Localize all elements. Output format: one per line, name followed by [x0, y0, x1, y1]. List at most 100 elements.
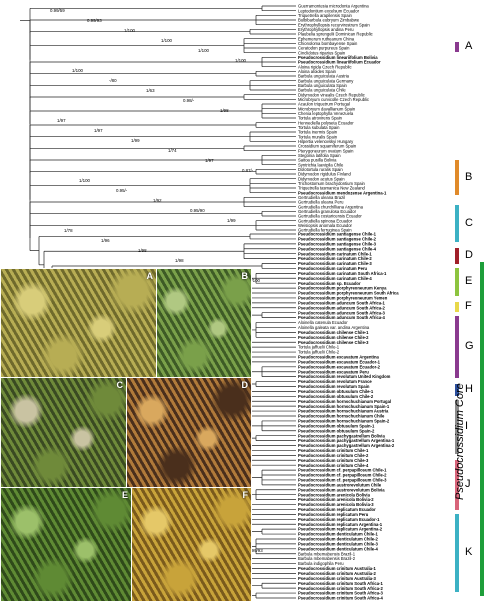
support-value: 1/74 [168, 148, 177, 153]
tip-label: Pseudocrossidium revolutum United Kingdo… [298, 374, 391, 379]
tip-label: Pseudocrossidium crinitum Australia-1 [298, 566, 376, 571]
tip-label: Pseudocrossidium obtusulum Spain-2 [298, 428, 375, 433]
tip-label: Weisiopsis anomala Ecuador [298, 223, 353, 228]
tip-label: Pseudocrossidium crinitum South Africa-1 [298, 581, 383, 586]
clade-label-e: E [465, 275, 473, 287]
photo-d: D [126, 377, 252, 489]
support-value: 1/97 [57, 118, 66, 123]
photo-label: F [242, 490, 249, 500]
tip-label: Hilpertia velenovskyi Hungary [298, 139, 354, 144]
tip-label: Saitoa pusilla Bolivia [298, 158, 337, 163]
photo-a: A [0, 268, 157, 378]
tip-label: Stegonia latifolia Spain [298, 153, 341, 158]
tip-label: Pseudocrossidium aduncum South Africa-4 [298, 315, 386, 320]
support-value: 0.87/- [242, 168, 254, 173]
support-value: -/80 [109, 78, 117, 83]
clade-bar-a [455, 42, 459, 52]
tip-label: Tortula inermis Spain [298, 130, 338, 135]
tip-label: Pseudocrossidium carinatum Chile-2 [298, 256, 372, 261]
tip-label: Pseudocrossidium hornschuchianum Portuga… [298, 399, 391, 404]
tip-label: Chenia leptophylla Venezuela [298, 111, 354, 116]
tip-label: Pseudocrossidium carinatum Peru [298, 266, 368, 271]
tip-label: Pseudocrossidium pachygastrellum Argenti… [298, 443, 395, 448]
tip-label: Tortula jaffuelii Chile-1 [298, 345, 340, 350]
tip-label: Pseudocrossidium crinitum South Africa-2 [298, 586, 383, 591]
tip-label: Tortula jaffuelii Chile-2 [298, 350, 340, 355]
tip-label: Tortula muralis Spain [298, 134, 338, 139]
tip-label: Pseudocrossidium lineariifolium Ecuador [298, 60, 381, 65]
tip-label: Triquetrella arapilensis Spain [298, 13, 353, 18]
tip-label: Pseudocrossidium porphyreoneurum Yemen [298, 296, 388, 301]
support-value: 0.95/90 [190, 208, 205, 213]
clade-bar-b [455, 160, 459, 195]
tip-label: Barbula unguiculata Chile [298, 88, 346, 93]
tip-label: Tortula subulata Spain [298, 125, 340, 130]
support-value: 0.99/93 [87, 18, 102, 23]
tip-label: Crossidium squamiferum Spain [298, 144, 357, 149]
tip-label: Microbryum curvicolle Czech Republic [298, 97, 369, 102]
photo-label: C [116, 380, 124, 390]
tip-label: Pseudocrossidium santiagense Chile-1 [298, 232, 377, 237]
support-value: 1/100 [124, 28, 136, 33]
tip-label: Gertrudiella granulosa Ecuador [298, 209, 357, 214]
tip-label: Pseudocrossidium crinitum Chile-1 [298, 448, 369, 453]
support-value: 0.95/- [116, 188, 128, 193]
tip-label: Barbula mbemabensis Brazil-2 [298, 556, 356, 561]
clade-label-c: C [465, 216, 473, 229]
clade-bar-e [455, 268, 459, 296]
photo-e: E [0, 487, 132, 602]
tip-label: Erythrophyllopsis recurvirostrum Spain [298, 22, 370, 27]
tip-label: Acaulon triquetrum Portugal [298, 102, 350, 107]
tip-label: Gertrudiella uleana Peru [298, 200, 344, 205]
support-value: 1/97 [94, 128, 103, 133]
photo-label: E [121, 490, 128, 500]
tip-label: Pseudocrossidium denticulatum Chile-1 [298, 532, 378, 537]
tip-label: Triquetrella tasmanica New Zealand [298, 186, 366, 191]
tip-label: Barbula indigophila Peru [298, 561, 344, 566]
tip-label: Gertrudiella spinosa Ecuador [298, 218, 353, 223]
tip-label: Pseudocrossidium obtusulum Spain-1 [298, 423, 375, 428]
tip-label: Pseudocrossidium sp. Ecuador [298, 281, 361, 286]
tip-label: Ephemerum rutheanum China [298, 36, 355, 41]
tip-label: Pseudocrossidium hornschuchianum Austria [298, 409, 389, 414]
tip-label: Pseudocrossidium crinitum Australia-2 [298, 571, 376, 576]
tip-label: Pseudocrossidium revolutum France [298, 379, 372, 384]
support-value: 1/92 [153, 198, 162, 203]
tip-label: Pseudocrossidium crinitum Chile-2 [298, 453, 369, 458]
tip-label: Guerramontesia microdonta Argentina [298, 4, 369, 9]
tip-label: Pseudocrossidium austrorevolutum Bolivia [298, 487, 385, 492]
tip-label: Pseudocrossidium chilense Chile-2 [298, 335, 369, 340]
support-value: 1/96 [101, 238, 110, 243]
tip-label: Pseudocrossidium replicatum Argentina-2 [298, 527, 383, 532]
clade-bar-c [455, 205, 459, 242]
tip-label: Aloina aloides Spain [298, 69, 337, 74]
support-value: 1/100 [72, 68, 84, 73]
clade-label-g: G [465, 340, 474, 352]
tip-label: Hennediella polyseta Ecuador [298, 120, 354, 125]
clade-bar-f [455, 302, 459, 312]
support-value: 1/98 [220, 108, 229, 113]
tip-label: Pseudocrossidium aduncum South Africa-3 [298, 310, 386, 315]
tip-label: Gertrudiella ferruginea Spain [298, 228, 352, 233]
clade-label-d: D [465, 249, 473, 261]
tip-label: Plaubelia sprengelii Dominican Republic [298, 32, 373, 37]
support-value: 1/100 [198, 48, 210, 53]
photo-label: B [241, 271, 249, 281]
tip-label: Pseudocrossidium carinatum South Africa-… [298, 271, 387, 276]
tip-label: Leptodontium excelsum Ecuador [298, 8, 360, 13]
tip-labels: Guerramontesia microdonta ArgentinaLepto… [298, 4, 399, 600]
tip-label: Microbryum davallianum Spain [298, 106, 356, 111]
tip-label: Pseudocrossidium excavatum Peru [298, 369, 369, 374]
tip-label: Pseudocrossidium chilense Chile-1 [298, 330, 369, 335]
tip-label: Ceratodon purpureus Spain [298, 46, 350, 51]
support-value: 0.98/- [183, 98, 195, 103]
tip-label: Pseudocrossidium aduncum South Africa-2 [298, 305, 386, 310]
support-value: 1/98 [175, 258, 184, 263]
tip-label: Pseudocrossidium cf. perpapillosum Chile… [298, 468, 387, 473]
clade-label-a: A [465, 40, 473, 52]
tip-label: Pseudocrossidium arenicola Bolivia [298, 492, 371, 497]
tip-label: Pseudocrossidium pachygastrellum Bolivia [298, 433, 385, 438]
tip-label: Pseudocrossidium cf. perpapillosum Chile… [298, 478, 387, 483]
tip-label: Syntrichia laevipila Chile [298, 162, 344, 167]
